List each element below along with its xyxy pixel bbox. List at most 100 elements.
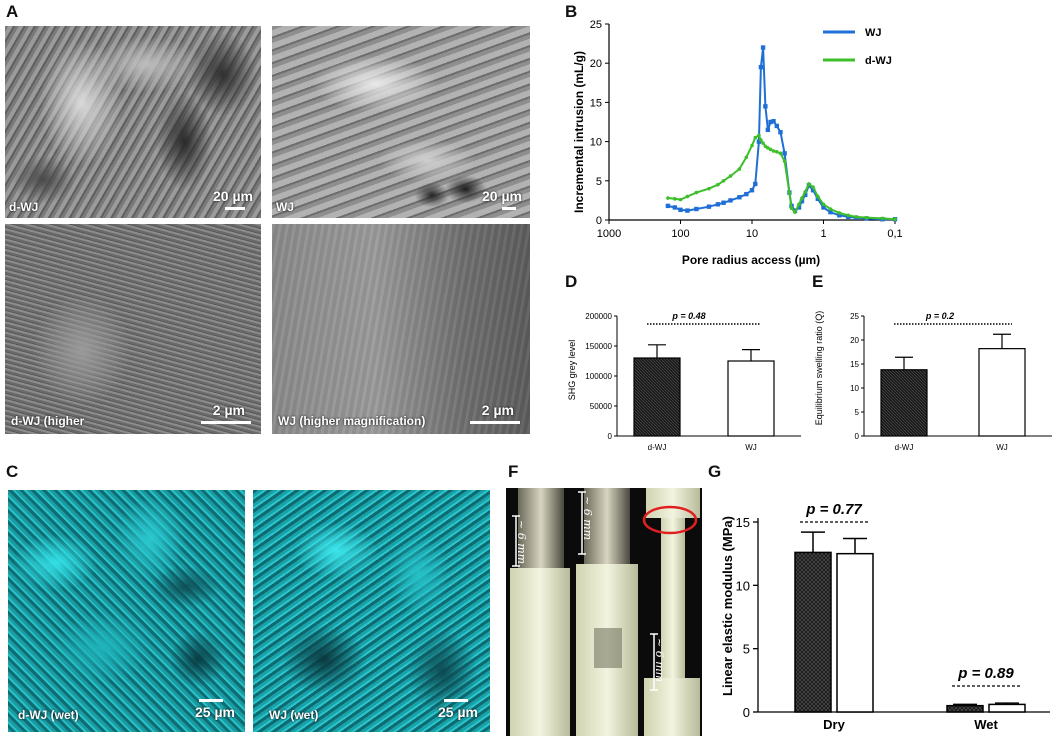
bar (727, 360, 775, 437)
scale-bar-label: 20 µm (482, 188, 522, 204)
grip (518, 488, 564, 568)
data-point (753, 135, 758, 140)
scale-bar-label: 25 µm (195, 704, 235, 720)
pore-size-chart: 0 5 10 15 20 25 1000 100 10 1 0,1 Pore radius acce… (572, 20, 903, 267)
panel-label-c: C (6, 462, 19, 481)
x-tick-label: 1 (820, 228, 826, 240)
x-tick-label: 0,1 (887, 228, 902, 240)
swelling-bar-plot: 0 5 10 15 20 25 d-WJ WJ (850, 312, 1052, 452)
series-line-wj (667, 47, 895, 221)
data-point (778, 129, 783, 135)
data-point (707, 186, 711, 191)
data-point (821, 202, 826, 207)
data-point (828, 207, 833, 211)
scale-bar-label: 2 µm (481, 402, 514, 418)
data-point (880, 216, 885, 221)
dimension-brackets (512, 491, 658, 691)
data-point (797, 202, 801, 207)
y-tick-label: 0 (743, 705, 750, 720)
data-point (807, 182, 811, 186)
data-point (803, 189, 808, 194)
scale-bar (444, 699, 468, 702)
shg-grey-level-chart: 0 50000 100000 150000 200000 d-WJ WJ SHG grey … (567, 311, 801, 452)
tensile-test-photo: ~ 6 mm ~ 6 mm ~ 6 mm (506, 488, 702, 736)
data-point (846, 213, 851, 218)
panel-label-b: B (565, 2, 578, 21)
data-point (821, 205, 826, 210)
data-point (854, 215, 858, 219)
data-point (864, 215, 869, 220)
bar (988, 703, 1026, 713)
sem-image-dwj: d-WJ 20 µm (5, 26, 261, 218)
shg-image-dwj: d-WJ (wet) 25 µm (8, 490, 245, 732)
data-point (757, 133, 761, 138)
series-line-dwj (667, 133, 896, 221)
x-tick-label: d-WJ (648, 443, 667, 452)
bar (880, 369, 928, 437)
swelling-ratio-chart: 0 5 10 15 20 25 d-WJ WJ Equilibrium swelling ra… (814, 311, 1052, 452)
specimen (510, 568, 570, 736)
data-point (799, 198, 805, 204)
data-point (737, 167, 742, 171)
data-point (763, 104, 768, 109)
data-point (666, 196, 670, 200)
scale-bar (470, 421, 520, 424)
elastic-modulus-chart: 0 5 10 15 Dry Wet Linear elastic modulus (MPa… (720, 501, 1050, 732)
data-point (774, 149, 779, 154)
y-tick-label: 50000 (590, 402, 613, 411)
x-tick-label: d-WJ (895, 443, 914, 452)
y-tick-label: 15 (590, 97, 602, 109)
y-tick-label: 5 (855, 408, 860, 417)
data-point (673, 197, 677, 201)
data-point (678, 197, 683, 202)
y-tick-label: 25 (590, 20, 602, 31)
specimen-base (644, 678, 700, 736)
modulus-bar-plot: 0 5 10 15 Dry Wet (736, 515, 1050, 732)
y-tick-label: 15 (736, 515, 750, 530)
shg-image-label: WJ (wet) (269, 708, 319, 722)
y-tick-label: 15 (850, 360, 859, 369)
y-axis-label: SHG grey level (567, 340, 577, 401)
y-tick-label: 100000 (585, 372, 612, 381)
data-point (828, 209, 833, 215)
data-point (782, 151, 787, 156)
shg-image-wj: WJ (wet) 25 µm (253, 490, 490, 732)
data-point (761, 141, 765, 145)
bar (633, 357, 681, 437)
data-point (672, 205, 678, 210)
x-tick-label: WJ (996, 443, 1008, 452)
data-point (716, 182, 720, 187)
scale-bar (225, 207, 245, 210)
panel-label-d: D (565, 272, 578, 291)
data-point (810, 188, 816, 193)
pore-size-plot: 0 5 10 15 20 25 1000 100 10 1 0,1 (590, 20, 903, 240)
scale-bar-label: 20 µm (213, 188, 253, 204)
y-axis-label: Equilibrium swelling ratio (Q) (814, 311, 824, 426)
data-point (694, 206, 699, 212)
data-point (678, 207, 683, 213)
sem-image-label: d-WJ (9, 200, 39, 214)
y-tick-label: 10 (850, 384, 859, 393)
y-tick-label: 20 (590, 58, 602, 70)
sem-image-label: WJ (higher magnification) (278, 414, 426, 428)
legend-label-wj: WJ (865, 27, 882, 39)
x-tick-label: Dry (823, 717, 845, 732)
scale-bar (199, 699, 223, 702)
scale-bar-label: 2 µm (212, 402, 245, 418)
y-tick-label: 150000 (585, 342, 612, 351)
legend-label-dwj: d-WJ (865, 55, 892, 67)
y-axis-label: Linear elastic modulus (MPa) (720, 516, 735, 696)
p-value-label: p = 0.48 (671, 311, 705, 321)
data-point (765, 127, 771, 133)
data-point (694, 190, 699, 195)
dimension-label: ~ 6 mm (653, 638, 666, 683)
y-tick-label: 5 (743, 642, 750, 657)
data-point (758, 64, 764, 70)
data-point (721, 179, 726, 183)
y-tick-label: 25 (850, 312, 859, 321)
y-tick-label: 5 (596, 176, 602, 188)
panel-label-g: G (708, 462, 722, 481)
data-point (749, 188, 755, 193)
data-point (706, 204, 712, 209)
data-point (737, 195, 742, 200)
